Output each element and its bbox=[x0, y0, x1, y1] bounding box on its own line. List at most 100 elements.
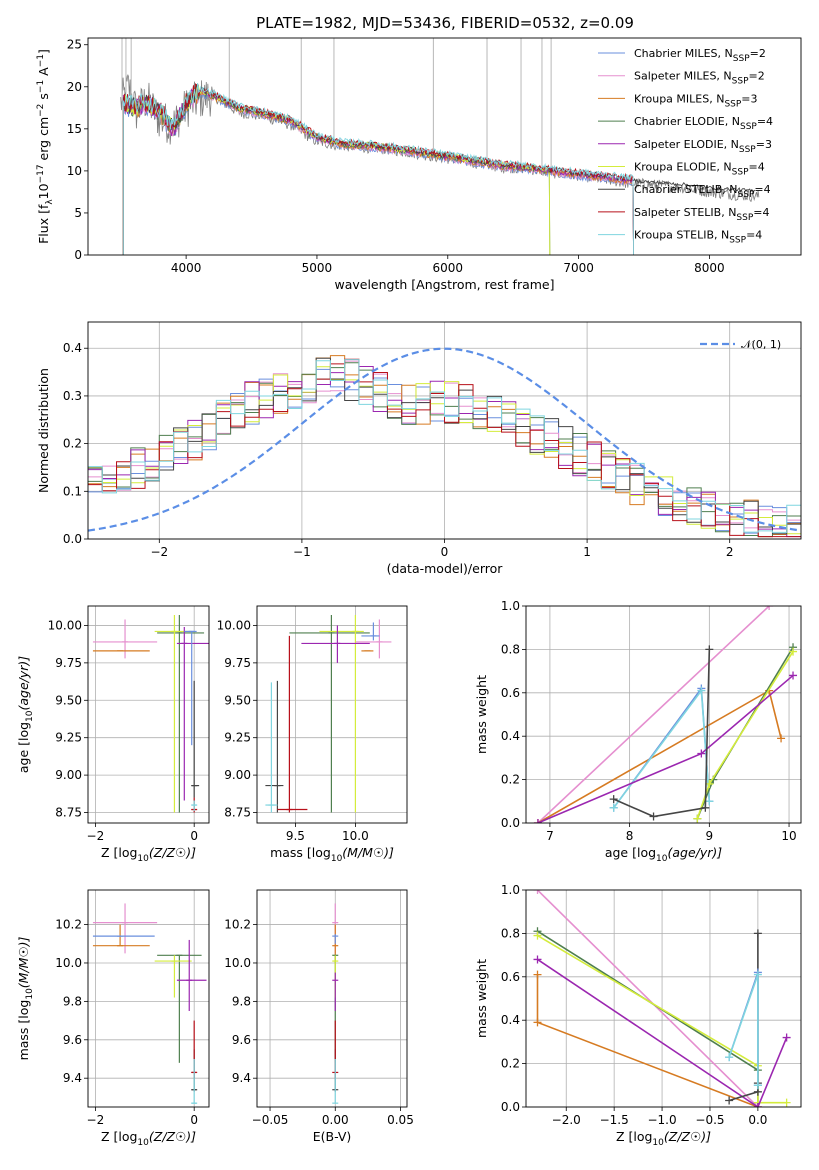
error-bar-point bbox=[157, 614, 205, 813]
mass-weight-line bbox=[728, 974, 759, 1086]
y-tick-label: 0.4 bbox=[63, 341, 82, 355]
plus-marker bbox=[533, 1018, 542, 1027]
plus-marker bbox=[649, 812, 658, 821]
y-axis-label: Normed distribution bbox=[36, 368, 51, 493]
weight_vs_age-axes: 7 8 9 10 0.0 0.2 0.4 0.6 0.8 1.0 age [log10(age/yr… bbox=[474, 599, 802, 864]
age_vs_mass-axes: 9.5 10.0 8.75 9.00 9.25 9.50 9.75 10.00 mass [lo… bbox=[217, 605, 408, 864]
axes-frame bbox=[87, 321, 802, 540]
x-axis-label: Z [log10(Z/Z☉)] bbox=[616, 1129, 711, 1148]
x-tick-label: −1.5 bbox=[600, 1113, 629, 1127]
error-bar-point bbox=[92, 619, 158, 659]
error-bar-point bbox=[265, 682, 278, 813]
y-tick-label: 9.6 bbox=[63, 1033, 82, 1047]
x-tick-label: 1 bbox=[583, 545, 591, 559]
plus-marker bbox=[705, 645, 714, 654]
axes-frame bbox=[525, 605, 802, 824]
y-tick-label: 9.50 bbox=[55, 693, 82, 707]
error-bar-point bbox=[332, 934, 339, 944]
y-tick-label: 0.0 bbox=[501, 1100, 520, 1114]
y-tick-label: 0.2 bbox=[501, 1057, 520, 1071]
mass-weight-line bbox=[536, 890, 759, 1107]
error-bar-point bbox=[154, 955, 192, 998]
x-tick-label: 8 bbox=[626, 829, 634, 843]
age_vs_Z-axes: −2 0 8.75 9.00 9.25 9.50 9.75 10.00 Z [log10(Z/Z… bbox=[16, 605, 210, 864]
x-tick-label: 0.00 bbox=[322, 1113, 349, 1127]
error-bar-point bbox=[154, 614, 192, 813]
legend-entry: Kroupa STELIB, NSSP=4 bbox=[634, 229, 762, 246]
x-tick-label: 7000 bbox=[563, 261, 594, 275]
y-tick-label: 0.8 bbox=[501, 926, 520, 940]
x-tick-label: 4000 bbox=[171, 261, 202, 275]
y-tick-label: 9.4 bbox=[63, 1071, 82, 1085]
y-tick-label: 9.25 bbox=[55, 731, 82, 745]
residuals-axes: −2 −1 0 1 2 0.0 0.1 0.2 0.3 0.4 (data-model)/error… bbox=[36, 321, 802, 576]
y-tick-label: 0 bbox=[74, 248, 82, 262]
y-axis-label: mass weight bbox=[474, 959, 489, 1038]
y-tick-label: 9.50 bbox=[224, 693, 251, 707]
y-tick-label: 9.8 bbox=[63, 994, 82, 1008]
error-bar-point bbox=[157, 954, 202, 1063]
mass_vs_Z-axes: −2 0 9.4 9.6 9.8 10.0 10.2 Z [log10(Z/Z☉)] mass … bbox=[16, 889, 210, 1148]
axes-frame bbox=[256, 605, 408, 824]
y-tick-label: 1.0 bbox=[501, 599, 520, 613]
model-spectrum-line bbox=[122, 82, 634, 255]
y-tick-label: 9.75 bbox=[55, 656, 82, 670]
x-tick-label: 5000 bbox=[302, 261, 333, 275]
y-tick-label: 0.4 bbox=[501, 1013, 520, 1027]
y-tick-label: 10.2 bbox=[55, 918, 82, 932]
y-tick-label: 0.6 bbox=[501, 970, 520, 984]
residual-legend: 𝒩(0, 1) bbox=[700, 338, 781, 351]
x-tick-label: −1.0 bbox=[647, 1113, 676, 1127]
mass-weight-line bbox=[613, 649, 711, 818]
y-tick-label: 8.75 bbox=[224, 806, 251, 820]
plus-marker bbox=[782, 1098, 791, 1107]
plus-marker bbox=[609, 795, 618, 804]
y-tick-label: 15 bbox=[67, 122, 82, 136]
mass-weight-line bbox=[536, 974, 759, 1107]
error-bar-point bbox=[191, 1058, 198, 1104]
x-tick-label: −1 bbox=[293, 545, 311, 559]
legend-entry: Chabrier ELODIE, NSSP=4 bbox=[634, 115, 773, 132]
model-spectrum-line bbox=[633, 178, 756, 193]
legend-entry: Salpeter STELIB, NSSP=4 bbox=[634, 206, 770, 223]
mass-weight-line bbox=[537, 606, 770, 823]
error-bar-point bbox=[301, 625, 370, 663]
legend-entry: 𝒩(0, 1) bbox=[741, 338, 781, 351]
weight_vs_Z-axes: −2.0 −1.5 −1.0 −0.5 0.0 0.0 0.2 0.4 0.6 0.8 1.0 Z [… bbox=[474, 883, 802, 1148]
y-tick-label: 0.3 bbox=[63, 389, 82, 403]
plus-marker bbox=[533, 955, 542, 964]
x-axis-label: mass [log10(M/M☉)] bbox=[270, 845, 394, 864]
error-bar-point bbox=[92, 903, 158, 954]
error-bar-point bbox=[92, 924, 150, 947]
y-axis-label: mass [log10(M/M☉)] bbox=[16, 936, 35, 1060]
y-tick-label: 10 bbox=[67, 164, 82, 178]
axes-frame bbox=[87, 37, 802, 256]
error-bar-point bbox=[319, 614, 364, 813]
mass-weight-line bbox=[613, 688, 711, 809]
error-bar-point bbox=[332, 1058, 339, 1104]
y-tick-label: 10.00 bbox=[48, 618, 82, 632]
y-tick-label: 10.0 bbox=[224, 956, 251, 970]
error-bar-point bbox=[332, 972, 339, 1011]
y-tick-label: 9.00 bbox=[55, 768, 82, 782]
y-axis-label: mass weight bbox=[474, 675, 489, 754]
x-axis-label: wavelength [Angstrom, rest frame] bbox=[334, 277, 554, 292]
residuals-plot-area bbox=[88, 347, 801, 538]
x-tick-label: 0 bbox=[190, 829, 198, 843]
x-axis-label: E(B-V) bbox=[313, 1129, 352, 1144]
x-tick-label: 9 bbox=[706, 829, 714, 843]
y-tick-label: 10.2 bbox=[224, 918, 251, 932]
x-tick-label: 6000 bbox=[432, 261, 463, 275]
x-tick-label: 0.0 bbox=[748, 1113, 767, 1127]
y-tick-label: 9.00 bbox=[224, 768, 251, 782]
plus-marker bbox=[533, 890, 542, 894]
x-tick-label: 2 bbox=[726, 545, 734, 559]
x-tick-label: 10 bbox=[781, 829, 796, 843]
error-bar-point bbox=[277, 635, 308, 813]
plus-marker bbox=[753, 929, 762, 938]
plus-marker bbox=[609, 803, 618, 812]
mass-weight-line bbox=[537, 930, 759, 1103]
x-tick-label: 8000 bbox=[694, 261, 725, 275]
x-tick-label: −2 bbox=[87, 829, 105, 843]
